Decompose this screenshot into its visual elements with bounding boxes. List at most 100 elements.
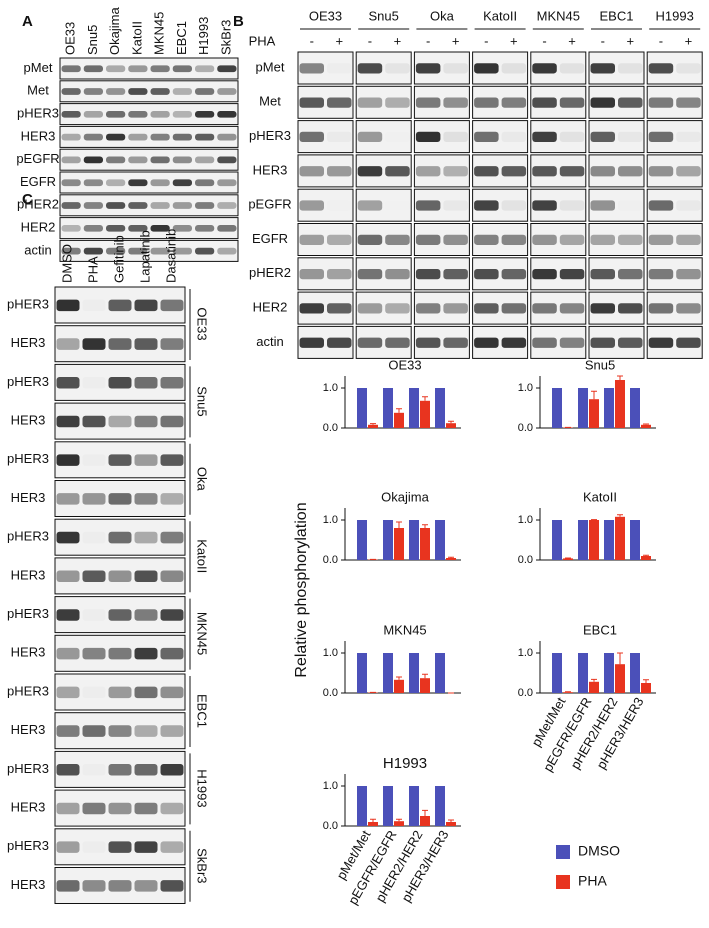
blot-band — [128, 110, 148, 118]
blot-band — [299, 63, 324, 74]
blot-band — [61, 65, 81, 73]
blot-band — [357, 200, 383, 211]
blot-band — [128, 224, 148, 232]
blot-frame — [59, 80, 239, 103]
blot-band — [150, 179, 170, 187]
blot-band — [82, 299, 106, 312]
error-bar — [422, 673, 428, 679]
blot-band — [150, 247, 170, 255]
error-bar — [422, 396, 428, 401]
blot-band — [56, 880, 80, 892]
blot-band — [559, 97, 585, 108]
blot-band — [618, 97, 643, 108]
blot-band — [82, 764, 106, 776]
blot-band — [56, 338, 80, 350]
y-tick-label: 1.0 — [323, 647, 338, 659]
blot-band — [160, 493, 184, 505]
blot-band — [82, 570, 106, 583]
blot-band — [108, 338, 132, 350]
y-tick-label: 0.0 — [323, 422, 338, 434]
blot-band — [501, 337, 527, 348]
blot-band — [172, 247, 192, 255]
blot-band — [532, 131, 557, 143]
bar — [435, 520, 445, 560]
blot-band — [160, 764, 184, 776]
blot-frame — [59, 217, 239, 240]
y-tick-label: 0.0 — [323, 554, 338, 566]
blot-band — [128, 247, 148, 255]
blot-band — [217, 224, 237, 232]
group-label: MKN45 — [195, 612, 210, 655]
bar — [420, 816, 430, 826]
blot-band — [299, 337, 324, 348]
blot-band — [559, 131, 585, 143]
error-bar — [617, 375, 623, 380]
row-label: pEGFR — [248, 197, 291, 212]
blot-band — [108, 531, 132, 544]
blot-band — [443, 97, 468, 108]
group-label: KatoII — [195, 539, 210, 573]
error-bar — [448, 819, 454, 822]
blot-band — [106, 247, 126, 255]
blot-band — [357, 63, 383, 74]
blot-band — [590, 269, 615, 280]
treatment-level: + — [510, 33, 518, 48]
blot-band — [56, 454, 80, 466]
blot-band — [474, 131, 499, 143]
cell-line-label: KatoII — [483, 8, 517, 23]
blot-band — [56, 377, 80, 389]
y-tick-label: 0.0 — [323, 820, 338, 832]
bar — [435, 653, 445, 693]
error-bar — [448, 556, 454, 558]
blot-band — [676, 131, 701, 143]
blot-band — [299, 166, 324, 177]
bar — [615, 380, 625, 428]
blot-band — [160, 454, 184, 466]
treatment-level: - — [310, 33, 314, 48]
blot-band — [648, 97, 674, 108]
blot-band — [106, 110, 126, 118]
blot-band — [532, 303, 557, 314]
chart-title: KatoII — [583, 489, 617, 504]
blot-band — [618, 131, 643, 143]
blot-band — [106, 202, 126, 209]
blot-band — [590, 166, 615, 177]
blot-band — [128, 88, 148, 95]
blot-band — [56, 725, 80, 737]
blot-band — [618, 63, 643, 74]
blot-band — [172, 224, 192, 232]
blot-frame — [59, 239, 239, 262]
y-tick-label: 0.0 — [518, 687, 533, 699]
row-label: pHER3 — [7, 374, 49, 389]
blot-band — [217, 179, 237, 187]
bar — [409, 653, 419, 693]
blot-band — [532, 63, 557, 74]
bar — [420, 528, 430, 560]
blot-band — [648, 337, 674, 348]
blot-band — [590, 303, 615, 314]
blot-band — [150, 202, 170, 209]
blot-band — [532, 97, 557, 108]
blot-band — [172, 156, 192, 164]
bar — [630, 653, 640, 693]
blot-band — [160, 570, 184, 583]
row-label: pMet — [256, 59, 285, 74]
row-label: pHER3 — [249, 128, 291, 143]
blot-band — [134, 415, 158, 428]
blot-band — [61, 110, 81, 118]
chart-title: H1993 — [383, 755, 427, 772]
blot-band — [134, 802, 158, 815]
bar — [409, 388, 419, 428]
column-label: H1993 — [196, 17, 211, 55]
blot-band — [648, 200, 674, 211]
blot-band — [56, 570, 80, 583]
error-bar — [591, 390, 597, 400]
blot-band — [82, 609, 106, 621]
blot-band — [357, 303, 383, 314]
legend-swatch — [556, 845, 570, 859]
blot-band — [676, 234, 701, 245]
blot-band — [108, 415, 132, 428]
blot-band — [217, 133, 237, 141]
blot-band — [501, 234, 527, 245]
